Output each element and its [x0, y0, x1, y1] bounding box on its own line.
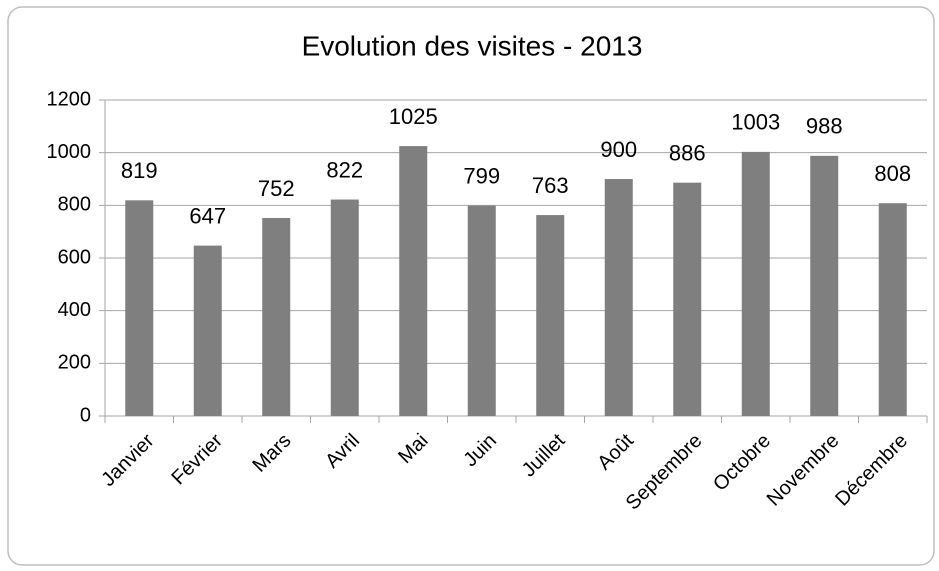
bar [125, 200, 154, 416]
bar [467, 205, 496, 416]
y-tick-label: 600 [58, 246, 91, 268]
bar [741, 151, 770, 417]
y-tick-label: 400 [58, 299, 91, 321]
data-label: 1003 [731, 110, 780, 135]
y-tick-label: 800 [58, 194, 91, 216]
bar [810, 155, 839, 416]
y-tick-label: 1200 [47, 88, 92, 110]
y-tick-label: 200 [58, 352, 91, 374]
bar [604, 179, 633, 416]
data-label: 900 [600, 137, 637, 162]
data-label: 822 [326, 157, 363, 182]
bar [673, 182, 702, 416]
data-label: 647 [189, 203, 226, 228]
bar [330, 199, 359, 416]
bar [536, 215, 565, 416]
data-label: 819 [121, 158, 158, 183]
chart-title: Evolution des visites - 2013 [302, 30, 643, 61]
bar [262, 217, 291, 416]
y-tick-label: 0 [80, 404, 91, 426]
data-label: 886 [669, 140, 706, 165]
bar [193, 245, 222, 416]
bar [399, 146, 428, 417]
data-label: 799 [463, 163, 500, 188]
data-label: 808 [874, 161, 911, 186]
y-tick-label: 1000 [47, 141, 92, 163]
data-label: 752 [258, 176, 295, 201]
data-label: 1025 [389, 104, 438, 129]
data-label: 763 [532, 173, 569, 198]
data-label: 988 [806, 114, 843, 139]
bar [878, 203, 907, 416]
